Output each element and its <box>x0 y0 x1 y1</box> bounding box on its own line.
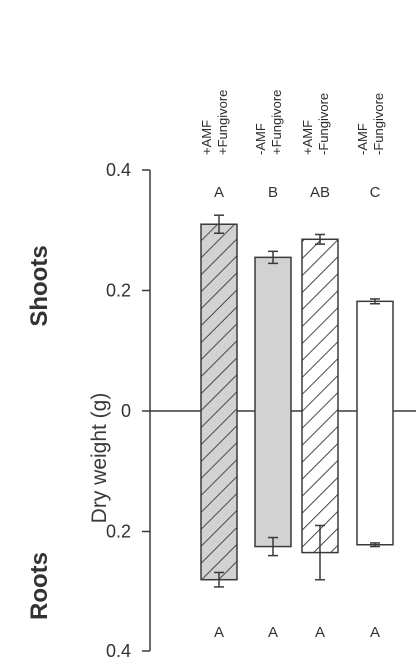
combined-bar <box>200 223 238 581</box>
labels-layer: 0.40.200.20.4+AMF +Fungivore -AMF +Fungivor… <box>106 90 386 661</box>
shoots-significance-letter: AB <box>310 184 330 201</box>
y-tick-label: 0.2 <box>106 522 131 542</box>
category-label: +AMF +Fungivore <box>199 90 230 155</box>
category-label: -AMF +Fungivore <box>253 90 284 155</box>
roots-significance-letter: A <box>268 624 278 641</box>
category-label-line: -Fungivore <box>316 93 331 155</box>
category-label-line: -Fungivore <box>371 93 386 155</box>
y-tick-label: 0.4 <box>106 641 131 661</box>
category-label: -AMF -Fungivore <box>355 93 386 155</box>
bars-layer <box>200 214 394 588</box>
y-axis-label: Dry weight (g) <box>88 393 111 524</box>
category-label-line: +AMF <box>300 120 315 155</box>
roots-significance-letter: A <box>315 624 325 641</box>
y-tick-label: 0.4 <box>106 160 131 180</box>
combined-bar <box>254 256 292 548</box>
category-label-line: +Fungivore <box>215 90 230 155</box>
category-label-line: +Fungivore <box>269 90 284 155</box>
category-label-line: -AMF <box>355 123 370 155</box>
roots-significance-letter: A <box>370 624 380 641</box>
combined-bar <box>301 238 339 554</box>
category-label: +AMF -Fungivore <box>300 93 331 155</box>
roots-significance-letter: A <box>214 624 224 641</box>
shoots-panel-label: Shoots <box>26 245 53 326</box>
shoots-significance-letter: C <box>370 184 381 201</box>
roots-panel-label: Roots <box>26 552 53 620</box>
combined-bar <box>356 300 394 546</box>
shoots-significance-letter: B <box>268 184 278 201</box>
category-label-line: -AMF <box>253 123 268 155</box>
y-tick-label: 0.2 <box>106 281 131 301</box>
shoots-significance-letter: A <box>214 184 224 201</box>
y-tick-label: 0 <box>121 401 131 421</box>
category-label-line: +AMF <box>199 120 214 155</box>
